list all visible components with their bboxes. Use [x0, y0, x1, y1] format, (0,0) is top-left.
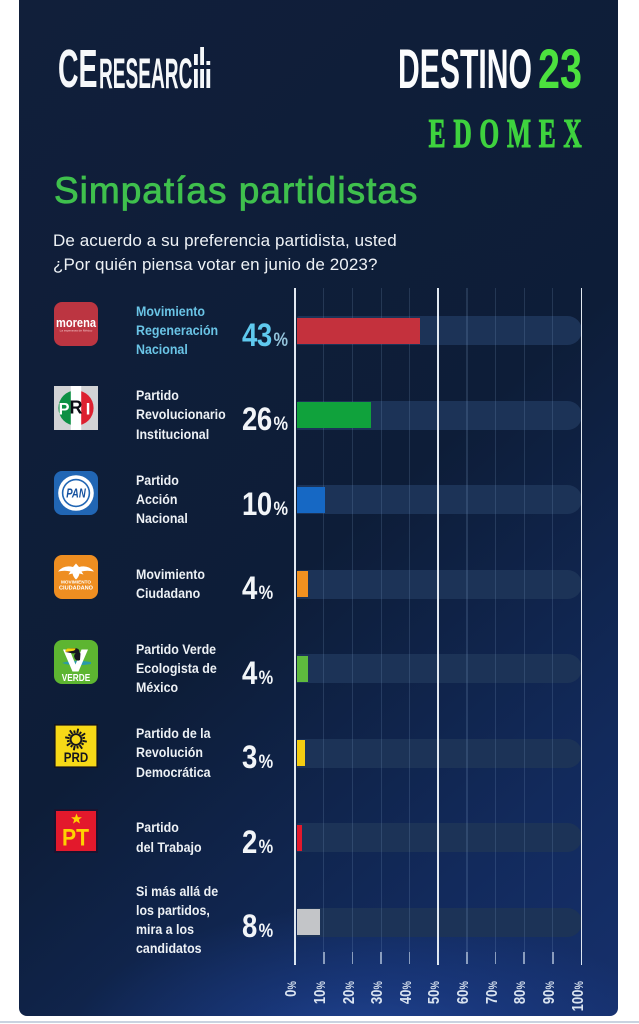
- svg-text:PT: PT: [62, 824, 89, 851]
- svg-text:morena: morena: [56, 316, 97, 330]
- svg-text:PRD: PRD: [64, 749, 89, 765]
- svg-text:La esperanza de México: La esperanza de México: [60, 328, 93, 332]
- svg-text:VERDE: VERDE: [62, 671, 91, 683]
- svg-text:P: P: [58, 401, 69, 419]
- svg-text:CIUDADANO: CIUDADANO: [59, 585, 94, 591]
- svg-text:R: R: [70, 398, 83, 418]
- svg-text:PAN: PAN: [66, 486, 86, 500]
- svg-text:MOVIMIENTO: MOVIMIENTO: [61, 579, 92, 584]
- svg-text:I: I: [86, 401, 91, 419]
